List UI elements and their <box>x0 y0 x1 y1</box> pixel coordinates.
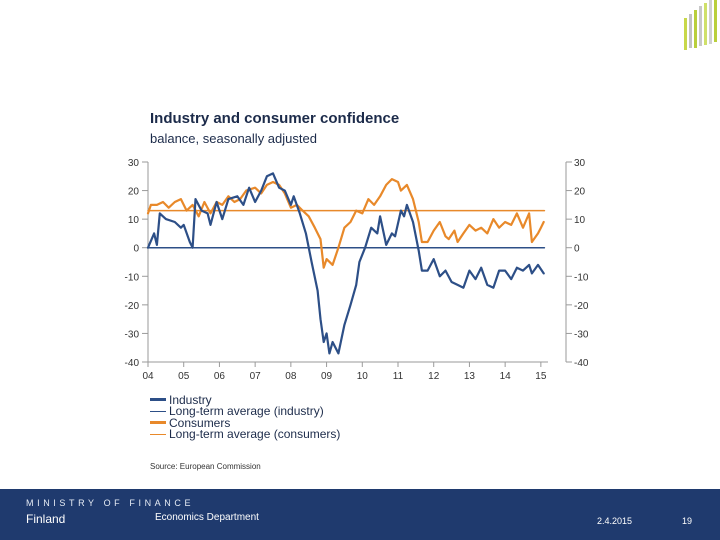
y-tick-label-right: 0 <box>574 244 580 255</box>
legend-item-industry-average: Long-term average (industry) <box>150 404 340 419</box>
y-tick-label-left: -40 <box>125 358 140 369</box>
y-tick-label-left: -10 <box>125 272 140 283</box>
x-tick-label: 06 <box>214 371 226 382</box>
legend-item-consumers: Consumers <box>150 417 340 429</box>
legend-label-consumers-average: Long-term average (consumers) <box>169 427 341 442</box>
chart-title: Industry and consumer confidence <box>150 110 400 127</box>
legend-swatch-consumers-average <box>150 433 166 435</box>
y-tick-label-right: 20 <box>574 187 586 198</box>
y-tick-label-right: 10 <box>574 215 586 226</box>
consumers-line <box>146 178 545 269</box>
y-tick-label-left: 0 <box>133 244 139 255</box>
legend-label-consumers: Consumers <box>169 415 231 430</box>
y-tick-label-right: -30 <box>574 329 589 340</box>
y-tick-label-left: 10 <box>128 215 140 226</box>
x-tick-label: 14 <box>500 371 512 382</box>
legend-swatch-consumers <box>150 421 166 425</box>
y-tick-label-left: -30 <box>125 329 140 340</box>
y-tick-label-right: -40 <box>574 358 589 369</box>
x-tick-label: 09 <box>321 371 333 382</box>
footer-country: Finland <box>26 512 66 526</box>
legend-item-consumers-average: Long-term average (consumers) <box>150 427 341 442</box>
y-tick-label-right: -10 <box>574 272 589 283</box>
y-tick-label-left: 30 <box>128 158 140 169</box>
x-tick-label: 10 <box>357 371 369 382</box>
chart-subtitle: balance, seasonally adjusted <box>150 131 317 146</box>
x-tick-label: 07 <box>250 371 262 382</box>
y-tick-label-right: -20 <box>574 301 589 312</box>
x-tick-label: 15 <box>535 371 547 382</box>
x-tick-label: 08 <box>285 371 297 382</box>
footer-ministry-name: MINISTRY OF FINANCE <box>26 498 195 508</box>
x-tick-label: 13 <box>464 371 476 382</box>
chart-legend: Industry Long-term average (industry) Co… <box>150 394 340 440</box>
x-tick-label: 12 <box>428 371 440 382</box>
x-tick-label: 04 <box>142 371 154 382</box>
footer-department: Economics Department <box>155 512 259 523</box>
legend-item-industry: Industry <box>150 394 340 406</box>
y-tick-label-right: 30 <box>574 158 586 169</box>
chart-source: Source: European Commission <box>150 462 261 471</box>
legend-swatch-industry-average <box>150 410 166 412</box>
footer-date: 2.4.2015 <box>597 516 633 526</box>
y-tick-label-left: 20 <box>128 187 140 198</box>
legend-label-industry-average: Long-term average (industry) <box>169 404 324 419</box>
x-tick-label: 11 <box>393 371 404 382</box>
footer-page-number: 19 <box>682 516 693 526</box>
legend-swatch-industry <box>150 398 166 402</box>
x-tick-label: 05 <box>178 371 190 382</box>
y-tick-label-left: -20 <box>125 301 140 312</box>
legend-label-industry: Industry <box>169 392 212 407</box>
footer-bar: MINISTRY OF FINANCE Finland Economics De… <box>0 489 720 540</box>
industry-line <box>146 172 545 355</box>
ministry-logo-bars <box>684 0 717 50</box>
